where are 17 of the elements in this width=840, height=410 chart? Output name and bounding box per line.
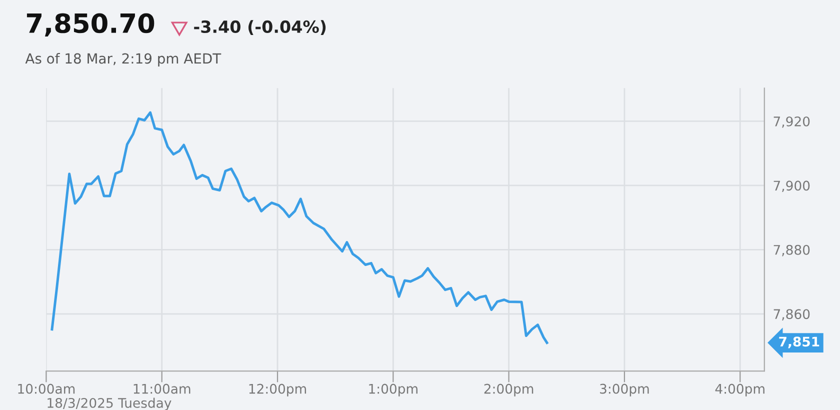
chart-subtitle: -3.40 (-0.04%) bbox=[194, 20, 326, 35]
x-tick-label: 3:00pm bbox=[600, 384, 649, 396]
x-tick-label: 10:00am bbox=[18, 384, 75, 394]
y-tick-label: 7,860 bbox=[774, 309, 810, 320]
x-tick-label: 2:00pm bbox=[484, 384, 534, 396]
chart-title: 7,850.70 bbox=[26, 13, 154, 37]
x-tick-label: 11:00am bbox=[134, 384, 190, 394]
x-tick-label: 1:00pm bbox=[369, 384, 418, 396]
y-tick-label: 7,900 bbox=[774, 180, 810, 192]
line-series bbox=[50, 111, 548, 344]
y-tick-label: 7,920 bbox=[774, 116, 810, 128]
y-tick-label: 7,880 bbox=[774, 244, 810, 256]
x-tick-label: 4:00pm bbox=[715, 384, 764, 396]
x-tick-label: 12:00pm bbox=[249, 384, 306, 396]
text: As of 18 Mar, 2:19 pm AEDT bbox=[25, 52, 222, 66]
x-axis-title: 18/3/2025 Tuesday bbox=[48, 398, 172, 410]
text: 7,851 bbox=[779, 336, 820, 348]
